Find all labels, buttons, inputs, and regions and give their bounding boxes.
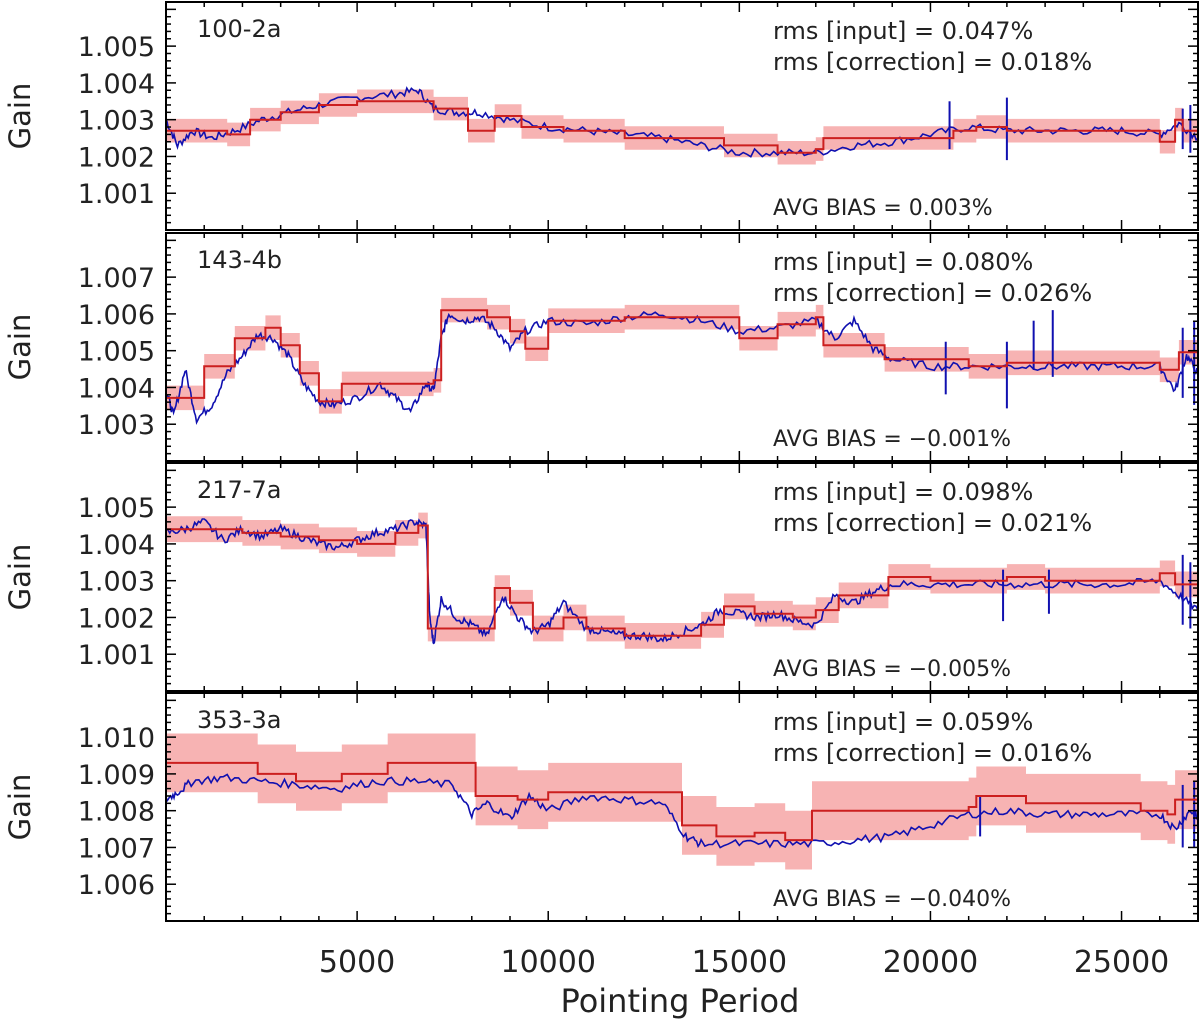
panel-143-4b: 1.003 1.004 1.005 1.006 1.007 Gain 143-4b rms [… [3, 232, 1199, 462]
x-tick-label: 25000 [1074, 945, 1169, 980]
y-tick-label: 1.006 [78, 300, 155, 331]
panels-group: 1.001 1.002 1.003 1.004 1.005 Gain 100-2a rms [… [3, 1, 1199, 922]
x-axis-label: Pointing Period [561, 982, 800, 1020]
input-line [165, 773, 1199, 849]
y-axis-label: Gain [3, 544, 37, 611]
y-tick-label: 1.006 [78, 870, 155, 901]
panel-353-3a: 1.006 1.007 1.008 1.009 1.010 Gain 353-3a rms [… [3, 692, 1199, 922]
x-tick-label: 20000 [883, 945, 978, 980]
y-tick-label: 1.003 [78, 567, 155, 598]
y-tick-label: 1.007 [78, 263, 155, 294]
avg-bias-text: AVG BIAS = −0.040% [773, 887, 1011, 912]
input-line [166, 518, 1199, 645]
correction-step-line [166, 309, 1198, 403]
rms-correction-text: rms [correction] = 0.018% [773, 48, 1092, 76]
y-tick-label: 1.002 [78, 603, 155, 634]
rms-input-text: rms [input] = 0.059% [773, 708, 1033, 736]
panel-title: 353-3a [197, 706, 281, 734]
y-tick-label: 1.001 [78, 640, 155, 671]
correction-step-line [166, 761, 1198, 842]
y-tick-label: 1.004 [78, 69, 155, 100]
avg-bias-text: AVG BIAS = 0.003% [773, 196, 993, 221]
panel-title: 143-4b [197, 246, 282, 274]
y-axis-label: Gain [3, 774, 37, 841]
y-tick-label: 1.004 [78, 373, 155, 404]
panel-frame [165, 1, 1199, 231]
rms-input-text: rms [input] = 0.080% [773, 248, 1033, 276]
y-tick-label: 1.009 [78, 760, 155, 791]
avg-bias-text: AVG BIAS = −0.005% [773, 657, 1011, 682]
y-tick-label: 1.003 [78, 106, 155, 137]
avg-bias-text: AVG BIAS = −0.001% [773, 427, 1011, 452]
y-axis-label: Gain [3, 83, 37, 150]
y-tick-label: 1.008 [78, 797, 155, 828]
y-tick-label: 1.005 [78, 493, 155, 524]
y-tick-label: 1.005 [78, 337, 155, 368]
rms-correction-text: rms [correction] = 0.016% [773, 739, 1092, 767]
panel-title: 100-2a [197, 15, 281, 43]
rms-input-text: rms [input] = 0.047% [773, 17, 1033, 45]
panel-217-7a: 1.001 1.002 1.003 1.004 1.005 Gain 217-7a rms [… [3, 462, 1199, 692]
correction-step-line [166, 524, 1198, 637]
y-tick-label: 1.001 [78, 179, 155, 210]
panel-frame [165, 462, 1199, 692]
y-axis-label: Gain [3, 314, 37, 381]
x-axis: 5000 10000 15000 20000 25000 [319, 945, 1169, 980]
y-tick-label: 1.003 [78, 410, 155, 441]
panel-100-2a: 1.001 1.002 1.003 1.004 1.005 Gain 100-2a rms [… [3, 1, 1199, 231]
panel-title: 217-7a [197, 476, 281, 504]
error-band [166, 89, 1198, 165]
x-tick-label: 5000 [319, 945, 395, 980]
rms-input-text: rms [input] = 0.098% [773, 478, 1033, 506]
x-tick-label: 15000 [692, 945, 787, 980]
rms-correction-text: rms [correction] = 0.021% [773, 509, 1092, 537]
error-band [166, 297, 1198, 414]
rms-correction-text: rms [correction] = 0.026% [773, 279, 1092, 307]
panel-frame [165, 692, 1199, 922]
y-tick-label: 1.010 [78, 723, 155, 754]
panel-frame [165, 232, 1199, 462]
x-tick-label: 10000 [501, 945, 596, 980]
correction-step-line [166, 100, 1198, 154]
y-tick-label: 1.005 [78, 32, 155, 63]
y-tick-label: 1.002 [78, 142, 155, 173]
y-tick-label: 1.004 [78, 530, 155, 561]
y-tick-label: 1.007 [78, 833, 155, 864]
